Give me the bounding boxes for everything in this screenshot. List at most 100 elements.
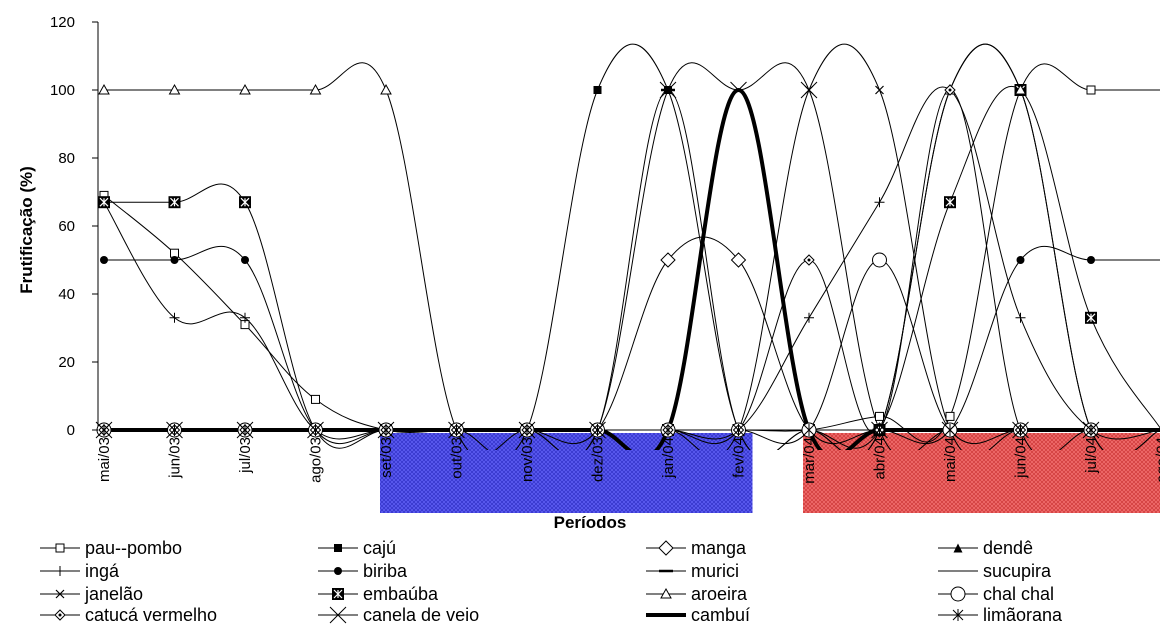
x-tick-label: jul/04 bbox=[1083, 437, 1100, 474]
legend-entry: dendê bbox=[938, 538, 1033, 558]
x-tick-label: set/03 bbox=[378, 437, 395, 478]
x-tick-label: nov/03 bbox=[519, 437, 536, 482]
series-line-8 bbox=[104, 43, 1160, 450]
x-tick-label: mai/03 bbox=[96, 437, 113, 482]
legend-marker bbox=[55, 543, 65, 553]
data-point bbox=[872, 252, 887, 268]
data-point bbox=[240, 312, 250, 323]
data-point bbox=[380, 83, 392, 95]
legend-label: aroeira bbox=[691, 584, 748, 604]
y-tick-label: 100 bbox=[50, 82, 75, 99]
data-point bbox=[311, 394, 320, 404]
x-axis-title: Períodos bbox=[554, 513, 627, 532]
data-point bbox=[98, 196, 110, 209]
data-point bbox=[168, 196, 181, 209]
legend: pau--pombo cajú manga dendê ingá biriba murici… bbox=[40, 538, 1063, 625]
legend-label: manga bbox=[691, 538, 747, 558]
data-point bbox=[944, 84, 956, 96]
series-line-15 bbox=[104, 88, 1160, 450]
data-point bbox=[169, 312, 180, 323]
x-tick-label: jun/03 bbox=[167, 437, 184, 479]
legend-label: sucupira bbox=[983, 561, 1052, 581]
legend-label: pau--pombo bbox=[85, 538, 182, 558]
data-point bbox=[98, 83, 110, 95]
data-point bbox=[168, 83, 181, 95]
data-point bbox=[659, 81, 677, 99]
legend-label: embaúba bbox=[363, 584, 439, 604]
data-point bbox=[944, 196, 956, 209]
legend-marker bbox=[952, 609, 964, 621]
period-bands bbox=[380, 433, 1160, 513]
legend-marker bbox=[950, 586, 966, 602]
legend-label: ingá bbox=[85, 561, 120, 581]
legend-entry: aroeira bbox=[646, 584, 748, 604]
data-point bbox=[730, 81, 747, 99]
legend-marker bbox=[334, 567, 342, 575]
legend-label: biriba bbox=[363, 561, 408, 581]
data-point bbox=[945, 411, 955, 421]
series-line-7 bbox=[104, 89, 1160, 450]
legend-marker bbox=[953, 543, 963, 553]
y-tick-label: 0 bbox=[67, 422, 75, 439]
data-point bbox=[804, 312, 814, 323]
x-tick-label: out/03 bbox=[449, 437, 466, 479]
data-point bbox=[875, 85, 884, 95]
legend-entry: manga bbox=[646, 538, 747, 558]
x-tick-label: ago/03 bbox=[308, 437, 325, 483]
axes bbox=[97, 22, 1160, 431]
legend-entry: canela de veio bbox=[318, 605, 479, 625]
legend-label: cambuí bbox=[691, 605, 750, 625]
series-line-1 bbox=[103, 63, 1160, 443]
y-axis-title: Frutificação (%) bbox=[17, 166, 36, 294]
x-tick-label: mai/04 bbox=[942, 437, 959, 482]
data-point bbox=[1086, 85, 1096, 95]
y-tick-label: 80 bbox=[58, 150, 75, 167]
legend-marker bbox=[658, 540, 674, 556]
y-tick-labels: 0 20 40 60 80 100 120 bbox=[50, 14, 98, 439]
x-tick-label: abr/04 bbox=[872, 437, 889, 480]
legend-label: cajú bbox=[363, 538, 396, 558]
legend-marker bbox=[54, 609, 66, 621]
data-point bbox=[803, 254, 815, 266]
data-point bbox=[1087, 256, 1095, 264]
series-line-14 bbox=[104, 62, 1160, 450]
x-tick-labels: mai/03 jun/03 jul/03 ago/03 set/03 out/03 nov/… bbox=[96, 430, 1160, 484]
data-point bbox=[239, 196, 251, 209]
legend-entry: janelão bbox=[40, 584, 143, 604]
legend-entry: biriba bbox=[318, 561, 408, 581]
data-point bbox=[593, 86, 602, 94]
y-tick-label: 20 bbox=[58, 354, 75, 371]
legend-entry: chal chal bbox=[938, 584, 1054, 604]
data-point bbox=[874, 197, 885, 208]
data-point bbox=[1015, 312, 1026, 323]
x-tick-label: jan/04 bbox=[660, 437, 677, 479]
legend-marker bbox=[55, 589, 65, 599]
data-point bbox=[309, 83, 322, 95]
series-line-13 bbox=[104, 89, 1160, 450]
x-tick-label: jul/03 bbox=[237, 437, 254, 474]
legend-entry: catucá vermelho bbox=[40, 605, 217, 625]
legend-label: chal chal bbox=[983, 584, 1054, 604]
data-point bbox=[875, 411, 884, 421]
legend-entry: embaúba bbox=[318, 584, 439, 604]
data-point bbox=[1085, 311, 1097, 324]
legend-marker bbox=[660, 587, 672, 599]
data-point bbox=[730, 252, 747, 268]
data-point bbox=[1014, 83, 1027, 95]
data-point bbox=[660, 252, 676, 268]
legend-marker bbox=[334, 544, 342, 552]
legend-label: dendê bbox=[983, 538, 1033, 558]
data-point bbox=[100, 256, 108, 264]
series-line-11 bbox=[104, 43, 1160, 450]
data-point bbox=[170, 256, 179, 264]
series-layer bbox=[103, 43, 1160, 450]
data-point bbox=[239, 83, 251, 95]
legend-label: limãorana bbox=[983, 605, 1063, 625]
x-tick-label: jun/04 bbox=[1013, 437, 1030, 479]
legend-entry: pau--pombo bbox=[40, 538, 182, 558]
legend-entry: sucupira bbox=[938, 561, 1052, 581]
legend-marker bbox=[55, 566, 65, 576]
legend-entry: cajú bbox=[318, 538, 396, 558]
data-point bbox=[241, 256, 249, 264]
